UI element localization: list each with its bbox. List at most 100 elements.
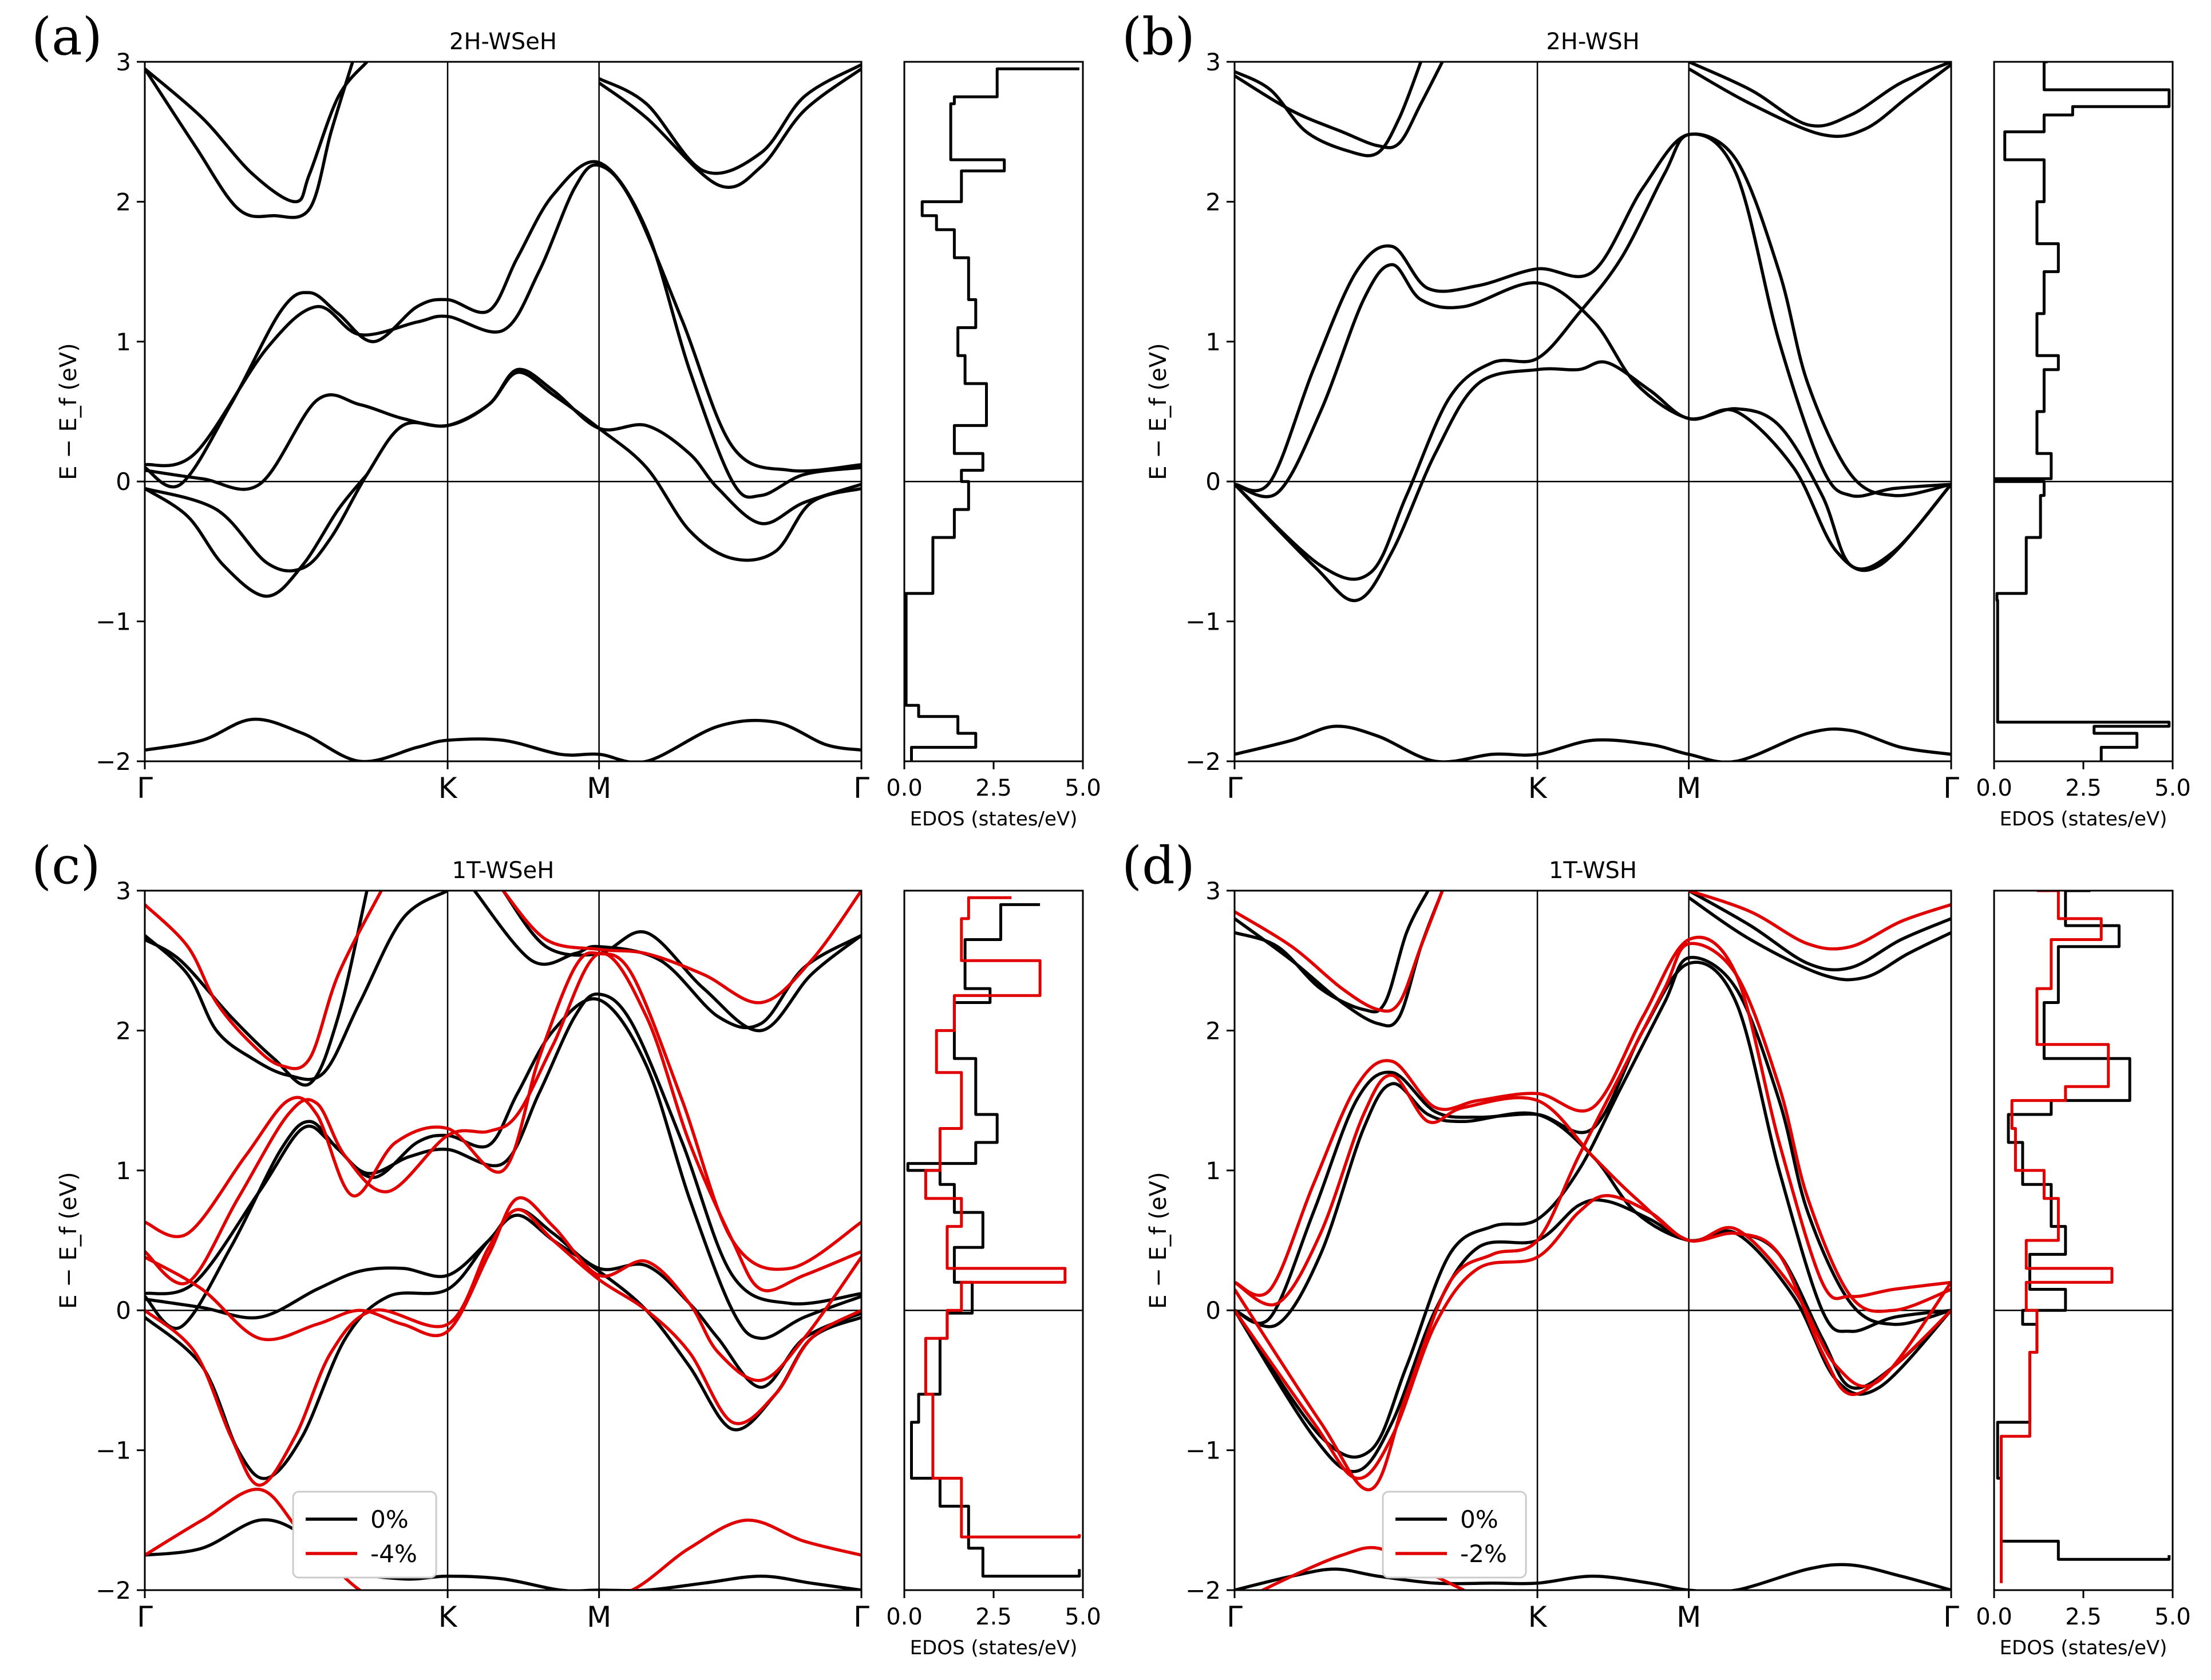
band-line [145,370,861,573]
y-tick-label: −1 [96,1437,131,1465]
band-line [1235,891,1444,1013]
y-tick-label: 3 [116,877,131,905]
k-tick-label: K [438,772,458,805]
band-line [1235,935,1951,1300]
y-tick-label: −1 [1185,1437,1221,1465]
band-line [1688,63,1951,138]
panel-3: (d) 1T-WSH E − E_f (eV) −2 −1 0 1 2 3 Γ K M Γ 0.0 2.5 5… [1122,836,2191,1659]
k-tick-label: Γ [1227,772,1243,805]
panel-0: (a) 2H-WSeH E − E_f (eV) −2 −1 0 1 2 3 Γ K M Γ 0.0 2.5… [31,7,1101,831]
band-lines [145,891,861,1590]
band-line [145,997,861,1340]
dos-x-tick-label: 0.0 [886,775,923,801]
k-tick-label: K [1528,772,1548,805]
band-line [145,160,861,499]
dos-frame [1993,61,2174,762]
dos-x-tick-label: 0.0 [886,1604,923,1630]
dos-x-label: EDOS (states/eV) [2000,1636,2168,1659]
band-line [145,1213,861,1480]
y-tick-label: 1 [116,328,131,356]
band-line [145,891,449,1081]
k-tick-label: Γ [853,772,869,805]
dos-curves [1996,891,2171,1583]
band-line [1235,891,1444,1027]
band-lines [145,62,861,761]
legend: 0%-2% [1382,1491,1527,1579]
y-tick-label: 2 [1205,1017,1221,1045]
dos-x-tick-label: 2.5 [2065,775,2102,801]
band-line [1688,896,1951,982]
y-tick-label: 2 [116,1017,131,1045]
y-tick-label: 1 [1205,328,1221,356]
band-line [1235,1563,1951,1590]
legend-label: 0% [1460,1505,1498,1533]
y-tick-label: −2 [1185,748,1221,776]
k-tick-label: M [587,772,611,805]
band-line [145,891,383,1070]
legend: 0%-4% [292,1491,437,1579]
band-line [145,1518,861,1590]
y-axis-label: E − E_f (eV) [56,1172,82,1309]
y-tick-label: 0 [1205,468,1221,496]
band-line [598,63,861,175]
band-line [1235,1194,1951,1480]
dos-x-label: EDOS (states/eV) [910,808,1078,831]
dos-x-tick-label: 2.5 [2065,1604,2102,1630]
dos-frame [1993,890,2174,1591]
y-tick-label: −2 [96,1576,131,1604]
y-axis-label: E − E_f (eV) [56,343,82,480]
y-tick-label: 2 [1205,188,1221,216]
band-lines [1235,891,1951,1590]
k-tick-label: Γ [853,1600,869,1634]
k-tick-label: M [1676,1600,1701,1634]
panel-title: 2H-WSeH [449,29,557,55]
band-line [1235,891,1430,1014]
band-line [1688,891,1951,951]
band-line [628,1519,861,1590]
legend-label: -2% [1460,1540,1507,1568]
dos-line [2000,891,2114,1583]
band-line [1235,960,1951,1333]
y-tick-label: 0 [116,468,131,496]
k-tick-label: Γ [1227,1600,1243,1634]
y-tick-label: 0 [1205,1296,1221,1325]
k-tick-label: Γ [137,1600,153,1634]
dos-x-label: EDOS (states/eV) [2000,808,2168,831]
band-line [501,891,861,1033]
dos-x-tick-label: 2.5 [975,1604,1012,1630]
dos-frame [903,61,1084,762]
y-tick-label: 0 [116,1296,131,1325]
dos-x-label: EDOS (states/eV) [910,1636,1078,1659]
band-line [501,891,861,1005]
band-line [1235,942,1951,1492]
y-tick-label: 1 [1205,1157,1221,1185]
dos-line [1996,891,2171,1561]
band-line [145,367,861,525]
y-tick-label: 1 [116,1157,131,1185]
band-line [145,992,861,1306]
dos-x-tick-label: 5.0 [1065,775,1101,801]
dos-x-tick-label: 5.0 [2154,1604,2191,1630]
k-tick-label: M [587,1600,611,1634]
dos-curves [904,67,1079,761]
dos-x-tick-label: 2.5 [975,775,1012,801]
dos-curves [1994,62,2171,761]
panel-title: 2H-WSH [1546,29,1639,55]
k-tick-label: Γ [137,772,153,805]
band-line [1235,263,1951,572]
dos-x-tick-label: 0.0 [1976,1604,2012,1630]
legend-label: 0% [370,1505,409,1533]
k-tick-label: K [1528,1600,1548,1634]
panel-title: 1T-WSH [1549,857,1637,884]
band-line [145,1208,861,1389]
k-tick-label: Γ [1943,772,1959,805]
band-line [1235,132,1951,498]
y-axis-label: E − E_f (eV) [1145,343,1172,480]
panel-title: 1T-WSeH [452,857,555,884]
panel-label: (b) [1122,7,1195,67]
band-line [145,951,861,1271]
panel-label: (c) [31,836,101,896]
panel-label: (a) [31,7,102,67]
band-line [598,67,861,189]
band-frame [144,890,863,1591]
